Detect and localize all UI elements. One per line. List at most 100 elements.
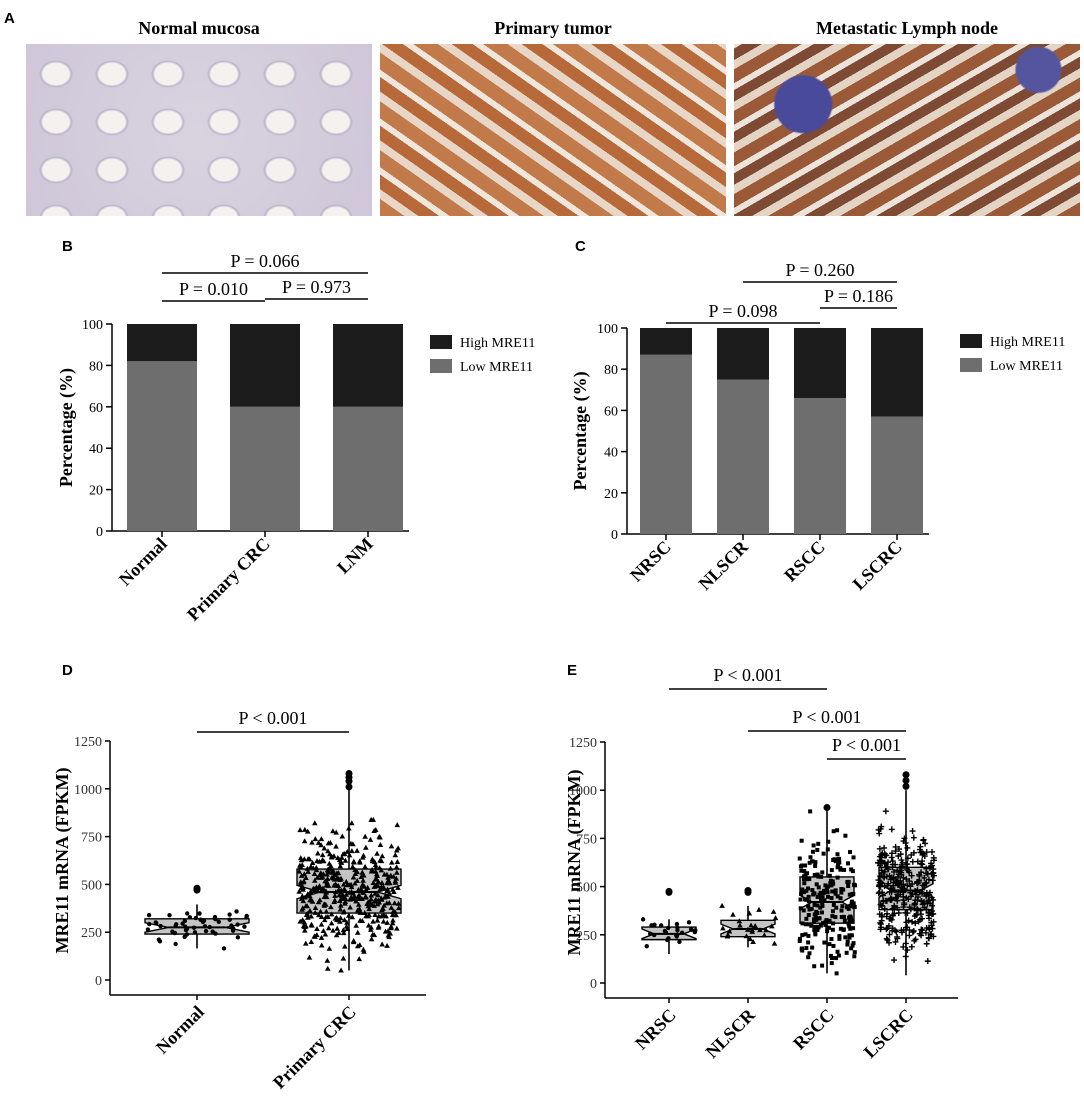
data-point bbox=[307, 897, 313, 903]
data-point bbox=[812, 912, 817, 917]
data-point bbox=[210, 929, 215, 934]
data-point bbox=[904, 844, 911, 851]
data-point bbox=[922, 840, 929, 847]
data-point bbox=[173, 941, 178, 947]
bar-low-mre11 bbox=[640, 354, 692, 534]
data-point bbox=[885, 859, 892, 866]
y-tick-label: 0 bbox=[95, 974, 102, 989]
data-point bbox=[368, 892, 375, 898]
data-point bbox=[346, 889, 353, 895]
data-point bbox=[321, 888, 328, 894]
data-point bbox=[337, 876, 343, 882]
data-point bbox=[730, 911, 736, 917]
data-point bbox=[877, 825, 884, 832]
data-point bbox=[340, 930, 347, 936]
data-point bbox=[929, 862, 936, 869]
data-point bbox=[898, 927, 905, 934]
data-point bbox=[235, 922, 240, 927]
data-point bbox=[395, 900, 402, 906]
p-value-label: P < 0.001 bbox=[239, 708, 308, 728]
data-point bbox=[909, 929, 916, 936]
data-point bbox=[902, 839, 909, 846]
data-point bbox=[894, 879, 901, 886]
data-point bbox=[807, 951, 812, 956]
bar-low-mre11 bbox=[333, 406, 403, 531]
data-point bbox=[809, 923, 814, 928]
data-point bbox=[875, 859, 882, 866]
data-point bbox=[720, 925, 726, 931]
y-tick-label: 40 bbox=[604, 446, 618, 461]
data-point bbox=[848, 850, 853, 855]
data-point bbox=[173, 923, 178, 928]
data-point bbox=[803, 863, 808, 868]
data-point bbox=[356, 893, 363, 899]
data-point bbox=[319, 852, 326, 858]
data-point bbox=[374, 850, 380, 856]
chart-e-boxplot: 0 250 500 750 1000 1250 MRE11 mRNA (FPKM) NRSC N… bbox=[564, 665, 958, 1062]
data-point bbox=[330, 869, 336, 875]
data-point bbox=[833, 888, 838, 893]
data-point bbox=[901, 835, 908, 842]
data-point bbox=[912, 936, 919, 943]
data-point bbox=[841, 914, 846, 919]
data-point bbox=[797, 936, 802, 941]
y-tick-label: 1250 bbox=[569, 736, 597, 751]
data-point bbox=[315, 839, 322, 845]
data-point bbox=[360, 946, 367, 952]
data-point bbox=[761, 932, 768, 938]
data-point bbox=[387, 865, 394, 871]
x-tick-label: NLSCR bbox=[702, 1004, 760, 1062]
data-point bbox=[841, 927, 846, 932]
data-point bbox=[835, 894, 840, 899]
data-point bbox=[815, 847, 820, 852]
data-point bbox=[837, 860, 842, 865]
data-point bbox=[806, 899, 811, 904]
data-point bbox=[894, 891, 901, 898]
x-tick-label: Primary CRC bbox=[269, 1002, 360, 1093]
data-point bbox=[372, 890, 378, 896]
data-point bbox=[322, 893, 329, 899]
data-point bbox=[909, 918, 916, 925]
data-point bbox=[752, 923, 758, 928]
data-point bbox=[675, 928, 680, 933]
data-point bbox=[360, 889, 367, 895]
data-point bbox=[324, 965, 331, 971]
data-point bbox=[881, 905, 888, 912]
metastatic-node-micrograph bbox=[734, 44, 1080, 216]
data-point bbox=[879, 850, 886, 857]
data-point bbox=[318, 942, 325, 948]
data-point bbox=[926, 897, 933, 904]
data-point bbox=[368, 816, 374, 822]
data-point bbox=[302, 927, 308, 933]
data-point bbox=[340, 955, 347, 961]
data-point bbox=[894, 933, 901, 940]
data-point bbox=[315, 850, 321, 856]
data-point bbox=[371, 859, 378, 865]
data-point bbox=[888, 897, 895, 904]
y-tick-label: 80 bbox=[604, 363, 618, 378]
data-point bbox=[803, 932, 808, 937]
data-point bbox=[301, 919, 308, 925]
data-point bbox=[385, 928, 391, 934]
y-tick-label: 0 bbox=[96, 525, 103, 540]
data-point bbox=[842, 918, 847, 923]
bar-low-mre11 bbox=[127, 361, 197, 531]
data-point bbox=[227, 912, 232, 917]
data-point bbox=[928, 848, 935, 855]
data-point bbox=[360, 877, 366, 883]
data-point bbox=[797, 856, 802, 861]
y-tick-label: 250 bbox=[81, 926, 102, 941]
data-point bbox=[836, 863, 841, 868]
data-point bbox=[746, 910, 753, 916]
data-point bbox=[147, 921, 152, 927]
data-point bbox=[824, 888, 829, 893]
data-point bbox=[835, 852, 840, 857]
y-tick-label: 1000 bbox=[569, 784, 597, 799]
data-point bbox=[838, 896, 843, 901]
data-point bbox=[318, 921, 325, 927]
data-point bbox=[815, 872, 820, 877]
x-tick-label: Normal bbox=[115, 534, 171, 590]
data-point bbox=[307, 889, 314, 895]
data-point bbox=[851, 926, 856, 931]
data-point bbox=[921, 904, 928, 911]
